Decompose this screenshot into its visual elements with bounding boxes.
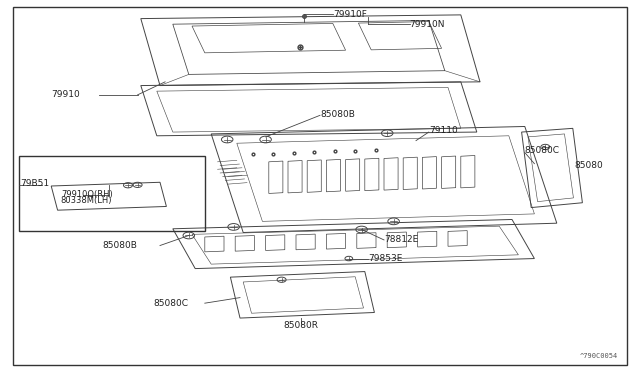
Text: 79110: 79110 <box>429 126 458 135</box>
Text: ^790C0054: ^790C0054 <box>579 353 618 359</box>
Text: 79910: 79910 <box>51 90 80 99</box>
Text: 85080: 85080 <box>574 161 603 170</box>
Text: 85080C: 85080C <box>525 146 560 155</box>
Text: 79B51: 79B51 <box>20 179 50 188</box>
Text: 85080B: 85080B <box>320 110 355 119</box>
Text: 85080C: 85080C <box>154 299 189 308</box>
Text: 79853E: 79853E <box>368 254 403 263</box>
Text: 79910N: 79910N <box>410 20 445 29</box>
Text: 79910F: 79910F <box>333 10 367 19</box>
Text: 80338M(LH): 80338M(LH) <box>61 196 112 205</box>
Text: 85080R: 85080R <box>284 321 318 330</box>
Text: 78812E: 78812E <box>384 235 419 244</box>
Text: 79910Q(RH): 79910Q(RH) <box>61 190 113 199</box>
Text: 85080B: 85080B <box>102 241 137 250</box>
